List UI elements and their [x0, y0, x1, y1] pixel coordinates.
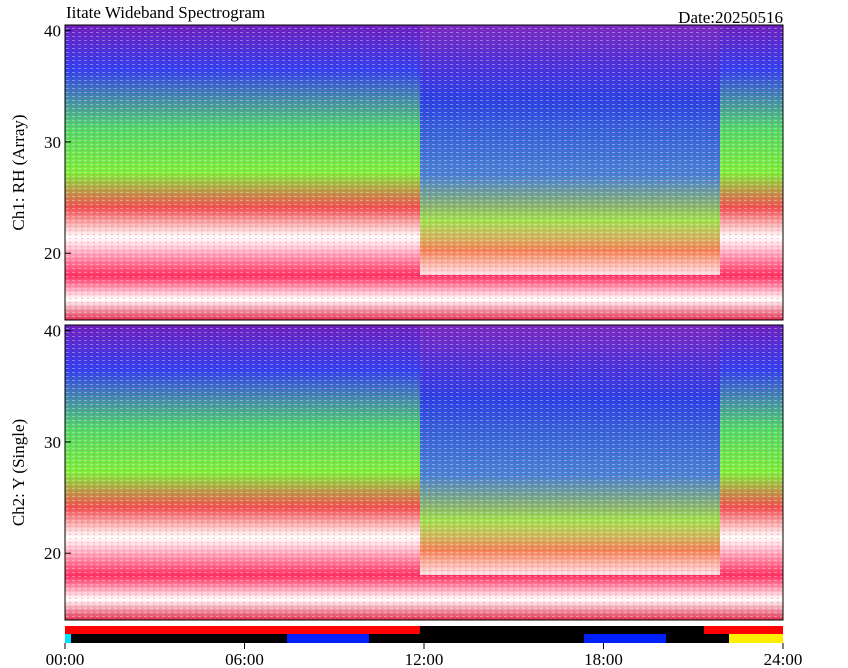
y-tick-label: 30	[44, 133, 61, 152]
y-axis-label: Ch2: Y (Single)	[9, 419, 28, 526]
y-axis-label: Ch1: RH (Array)	[9, 114, 28, 230]
panel-1-image	[65, 25, 783, 320]
chart-title: Iitate Wideband Spectrogram	[66, 3, 265, 22]
y-tick-label: 20	[44, 544, 61, 563]
x-tick-label: 18:00	[584, 650, 623, 668]
date-label: Date:20250516	[678, 8, 783, 27]
y-tick-label: 40	[44, 22, 61, 41]
x-tick-label: 24:00	[764, 650, 803, 668]
y-tick-label: 40	[44, 322, 61, 341]
plot-frame	[64, 324, 784, 621]
status-bars	[65, 626, 783, 643]
x-tick-label: 12:00	[405, 650, 444, 668]
y-tick-label: 30	[44, 433, 61, 452]
x-tick-label: 06:00	[225, 650, 264, 668]
x-tick-label: 00:00	[46, 650, 85, 668]
panel-2-image	[65, 325, 783, 620]
y-tick-label: 20	[44, 244, 61, 263]
plot-frame	[64, 24, 784, 321]
